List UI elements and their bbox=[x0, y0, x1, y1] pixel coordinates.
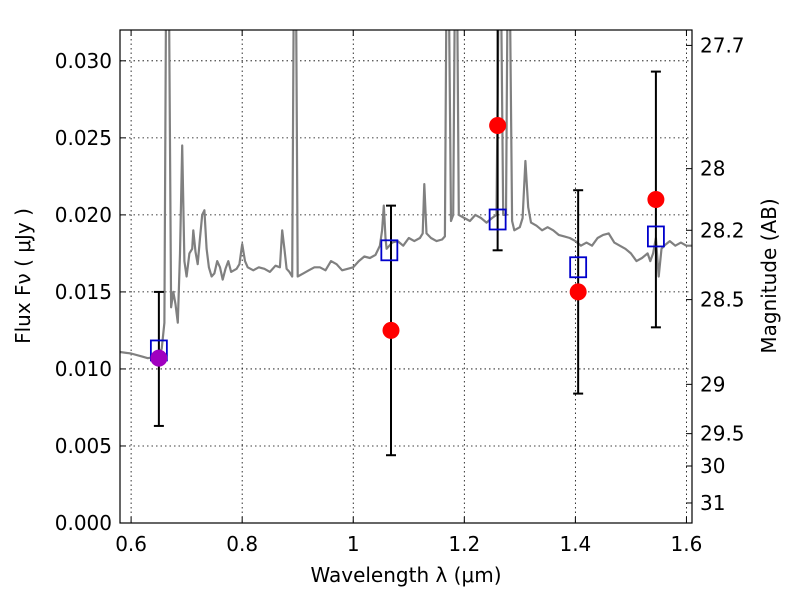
observed-point bbox=[382, 321, 400, 339]
model-point bbox=[488, 208, 507, 231]
x-tick-label: 1.2 bbox=[448, 532, 480, 556]
y-axis-label: Flux Fν ( μJy ) bbox=[11, 208, 35, 344]
magnitude-axis-label: Magnitude (AB) bbox=[757, 198, 781, 353]
observed-point bbox=[489, 117, 507, 135]
observed-point bbox=[150, 349, 168, 367]
y-tick-label: 0.010 bbox=[55, 357, 112, 381]
magnitude-tick-label: 28.2 bbox=[700, 218, 745, 242]
magnitude-tick-label: 29 bbox=[700, 372, 725, 396]
x-tick-label: 1 bbox=[347, 532, 360, 556]
y-tick-label: 0.025 bbox=[55, 126, 112, 150]
error-bars bbox=[153, 30, 661, 457]
magnitude-tick-label: 29.5 bbox=[700, 422, 745, 446]
y-axis-ticks: 0.000 0.005 0.010 0.015 0.020 0.025 0.030 bbox=[55, 49, 126, 535]
model-point bbox=[380, 239, 399, 262]
grid bbox=[120, 30, 692, 524]
magnitude-tick-label: 28 bbox=[700, 157, 725, 181]
y-tick-label: 0.015 bbox=[55, 280, 112, 304]
y-tick-label: 0.020 bbox=[55, 203, 112, 227]
x-tick-label: 1.4 bbox=[559, 532, 591, 556]
y-tick-label: 0.000 bbox=[55, 511, 112, 535]
observed-point bbox=[647, 190, 665, 208]
model-point bbox=[569, 256, 588, 279]
observed-point bbox=[569, 283, 587, 301]
model-points bbox=[149, 208, 665, 362]
plot-frame bbox=[119, 29, 693, 524]
magnitude-axis-ticks: 27.7 28 28.2 28.5 29 29.5 30 31 bbox=[686, 33, 745, 515]
magnitude-tick-label: 28.5 bbox=[700, 288, 745, 312]
spectrum-line bbox=[120, 30, 692, 360]
x-tick-label: 1.6 bbox=[671, 532, 703, 556]
magnitude-tick-label: 31 bbox=[700, 491, 725, 515]
x-axis-ticks: 0.6 0.8 1 1.2 1.4 1.6 bbox=[115, 30, 702, 556]
x-axis-label: Wavelength λ (μm) bbox=[310, 563, 501, 587]
model-point bbox=[647, 225, 665, 248]
x-tick-label: 0.6 bbox=[115, 532, 147, 556]
x-tick-label: 0.8 bbox=[226, 532, 258, 556]
magnitude-tick-label: 30 bbox=[700, 454, 725, 478]
spectrum bbox=[120, 30, 692, 360]
y-tick-label: 0.030 bbox=[55, 49, 112, 73]
y-tick-label: 0.005 bbox=[55, 434, 112, 458]
magnitude-tick-label: 27.7 bbox=[700, 33, 745, 57]
observed-points bbox=[150, 117, 665, 367]
